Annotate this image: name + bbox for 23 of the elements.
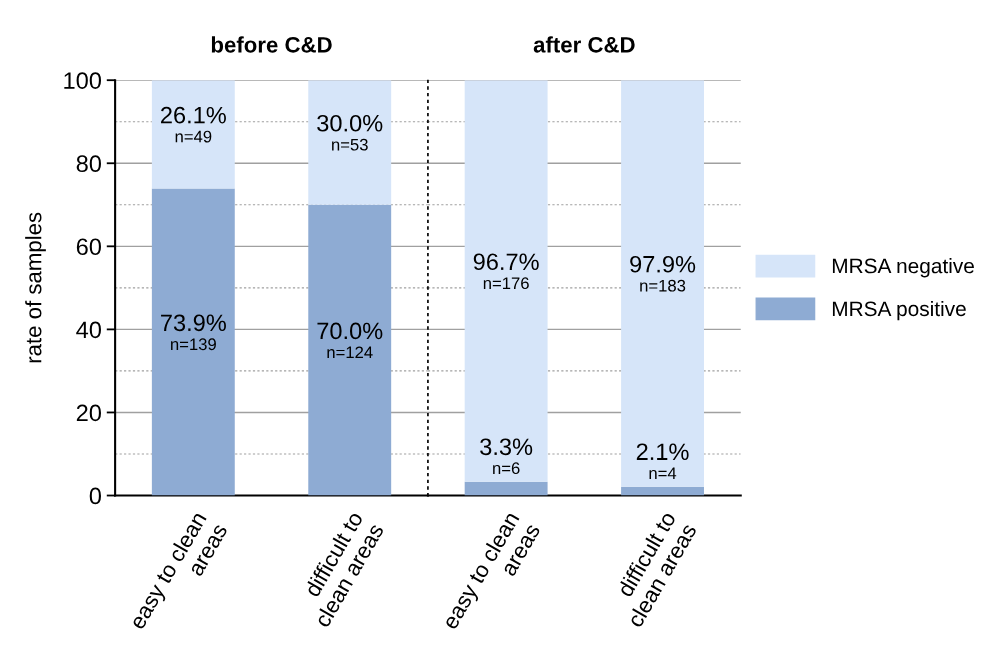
data-label: 96.7% n=176: [473, 253, 539, 290]
legend-label: MRSA positive: [832, 300, 966, 321]
chart-title: before C&D: [211, 36, 332, 53]
data-label: 26.1% n=49: [161, 106, 226, 143]
y-tick-label: 40: [76, 321, 101, 339]
data-label: 73.9% n=139: [161, 314, 226, 351]
y-tick-label: 20: [76, 404, 101, 422]
bar: [151, 188, 235, 496]
data-label: 3.3% n=6: [480, 438, 533, 475]
data-label: 70.0% n=124: [317, 322, 383, 359]
bar: [308, 204, 392, 496]
data-label: 30.0% n=53: [317, 114, 383, 151]
bar: [151, 80, 235, 189]
chart-title: after C&D: [533, 36, 635, 53]
y-tick-label: 80: [76, 155, 101, 173]
bar: [308, 80, 392, 205]
legend-label: MRSA negative: [832, 258, 974, 278]
y-tick-label: 0: [89, 487, 101, 505]
y-axis-title: rate of samples: [25, 212, 46, 363]
y-tick-label: 100: [64, 72, 101, 89]
data-label: 97.9% n=183: [630, 255, 696, 292]
y-tick-label: 60: [76, 238, 101, 256]
data-label: 2.1% n=4: [636, 443, 689, 479]
